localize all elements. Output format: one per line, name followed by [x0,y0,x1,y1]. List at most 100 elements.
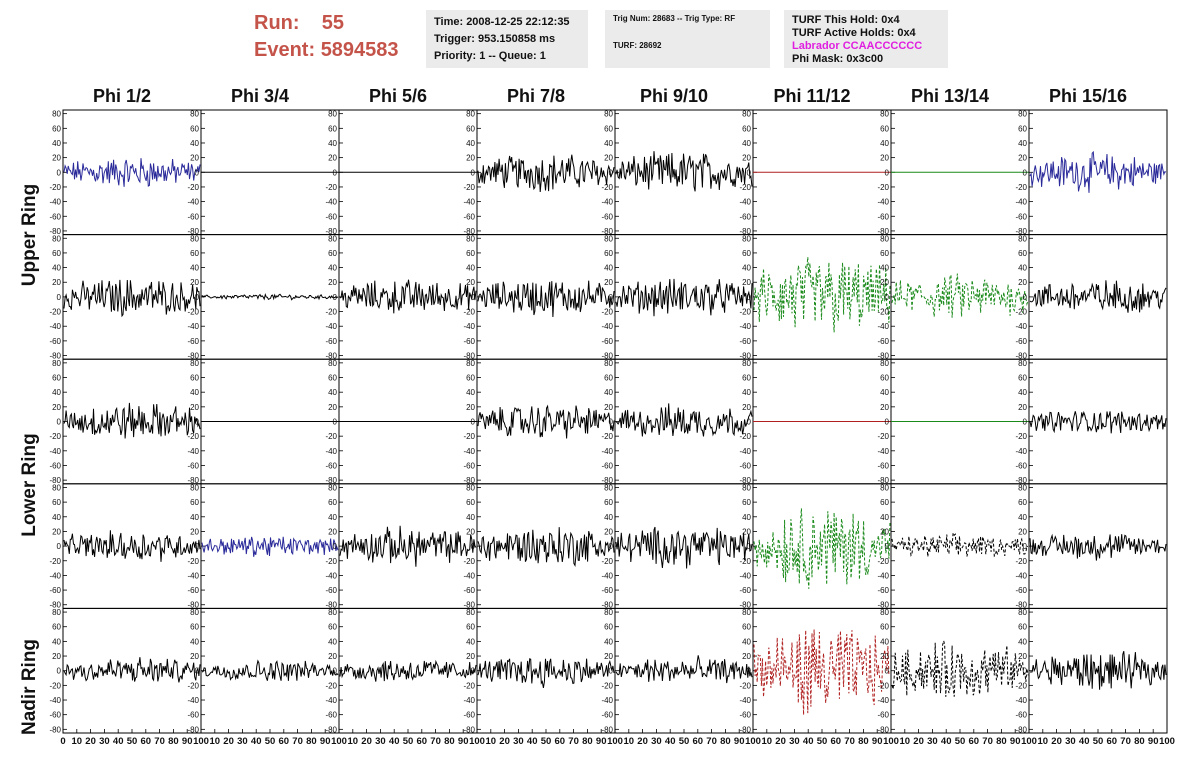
y-tick-label: 0 [471,293,476,302]
y-tick-label: 60 [604,124,613,133]
y-tick-label: -60 [601,461,613,470]
y-tick-label: -80 [1015,227,1027,236]
y-tick-label: 80 [604,483,613,492]
y-tick-label: 80 [52,110,61,119]
x-tick-label: 50 [265,736,276,747]
y-tick-label: -80 [187,476,199,485]
y-tick-label: -80 [739,352,751,361]
y-tick-label: 40 [52,513,61,522]
y-tick-label: 80 [328,359,337,368]
y-tick-label: 0 [57,667,62,676]
y-tick-label: 0 [333,418,338,427]
x-tick-label: 30 [237,736,248,747]
y-tick-label: 0 [471,667,476,676]
y-tick-label: 40 [604,264,613,273]
x-tick-label: 50 [817,736,828,747]
phi-label-8: Phi 15/16 [1048,86,1128,106]
y-tick-label: -60 [463,586,475,595]
y-tick-label: 40 [742,388,751,397]
time-text: Time: 2008-12-25 22:12:35 [434,16,570,28]
x-tick-label: 50 [127,736,138,747]
y-tick-label: 60 [328,623,337,632]
y-tick-label: 20 [52,154,61,163]
turf-this-hold-text: TURF This Hold: 0x4 [792,14,900,26]
y-tick-label: 0 [747,168,752,177]
y-tick-label: 0 [195,542,200,551]
y-tick-label: 0 [885,418,890,427]
trig-num-text: Trig Num: 28683 -- Trig Type: RF [613,14,736,23]
y-tick-label: -40 [463,198,475,207]
y-tick-label: 40 [466,264,475,273]
x-tick-label: 100 [193,736,209,747]
x-tick-label: 50 [541,736,552,747]
y-tick-label: 80 [742,359,751,368]
y-tick-label: -40 [187,571,199,580]
phi-label-6: Phi 11/12 [773,86,851,106]
y-tick-label: -40 [739,571,751,580]
waveform-trace [63,657,201,683]
x-tick-label: 30 [927,736,938,747]
x-tick-label: 80 [1134,736,1145,747]
y-tick-label: 60 [52,623,61,632]
y-tick-label: -60 [1015,337,1027,346]
waveform-trace [615,403,753,437]
y-tick-label: 20 [880,652,889,661]
x-tick-label: 20 [499,736,510,747]
y-tick-label: 0 [333,667,338,676]
y-tick-label: -80 [601,227,613,236]
y-tick-label: -20 [739,557,751,566]
y-tick-label: 60 [328,498,337,507]
y-tick-label: -80 [1015,476,1027,485]
y-tick-label: -20 [325,557,337,566]
y-tick-label: -80 [601,476,613,485]
y-tick-label: 20 [466,278,475,287]
x-tick-label: 70 [430,736,441,747]
y-tick-label: -40 [463,322,475,331]
waveform-trace [201,659,339,681]
waveform-trace [1029,280,1167,313]
x-tick-label: 10 [762,736,773,747]
y-tick-label: -60 [601,337,613,346]
x-tick-label: 100 [331,736,347,747]
y-tick-label: 60 [328,124,337,133]
y-tick-label: -20 [325,308,337,317]
y-tick-label: 80 [190,483,199,492]
y-tick-label: 20 [466,154,475,163]
y-tick-label: 40 [1018,264,1027,273]
y-tick-label: -60 [187,461,199,470]
turf-text: TURF: 28692 [613,41,662,50]
y-tick-label: -60 [463,212,475,221]
y-tick-label: -40 [187,322,199,331]
y-tick-label: 20 [190,403,199,412]
x-tick-label: 90 [1148,736,1159,747]
y-tick-label: -20 [1015,681,1027,690]
y-tick-label: 40 [328,513,337,522]
y-tick-label: -40 [49,571,61,580]
priority-text: Priority: 1 -- Queue: 1 [434,50,546,62]
y-tick-label: -60 [187,337,199,346]
trigger-info-box: Trig Num: 28683 -- Trig Type: RF TURF: 2… [605,10,770,68]
y-tick-label: 60 [190,498,199,507]
y-tick-label: 60 [52,249,61,258]
y-tick-label: -20 [739,308,751,317]
y-tick-label: -80 [1015,601,1027,610]
x-tick-label: 50 [403,736,414,747]
y-tick-label: 60 [880,374,889,383]
y-tick-label: 40 [880,637,889,646]
waveform-trace [201,536,339,557]
waveform-trace [477,658,615,688]
y-tick-label: 60 [190,623,199,632]
y-tick-label: -80 [463,476,475,485]
y-tick-label: 60 [604,374,613,383]
x-tick-label: 80 [582,736,593,747]
y-tick-label: 80 [328,110,337,119]
x-tick-label: 20 [637,736,648,747]
panel-frame [62,109,202,236]
y-tick-label: -60 [1015,711,1027,720]
x-tick-label: 100 [745,736,761,747]
waveform-trace [1029,410,1167,434]
y-tick-label: -80 [739,476,751,485]
y-tick-label: -40 [601,198,613,207]
x-tick-label: 30 [789,736,800,747]
y-tick-label: 60 [1018,124,1027,133]
